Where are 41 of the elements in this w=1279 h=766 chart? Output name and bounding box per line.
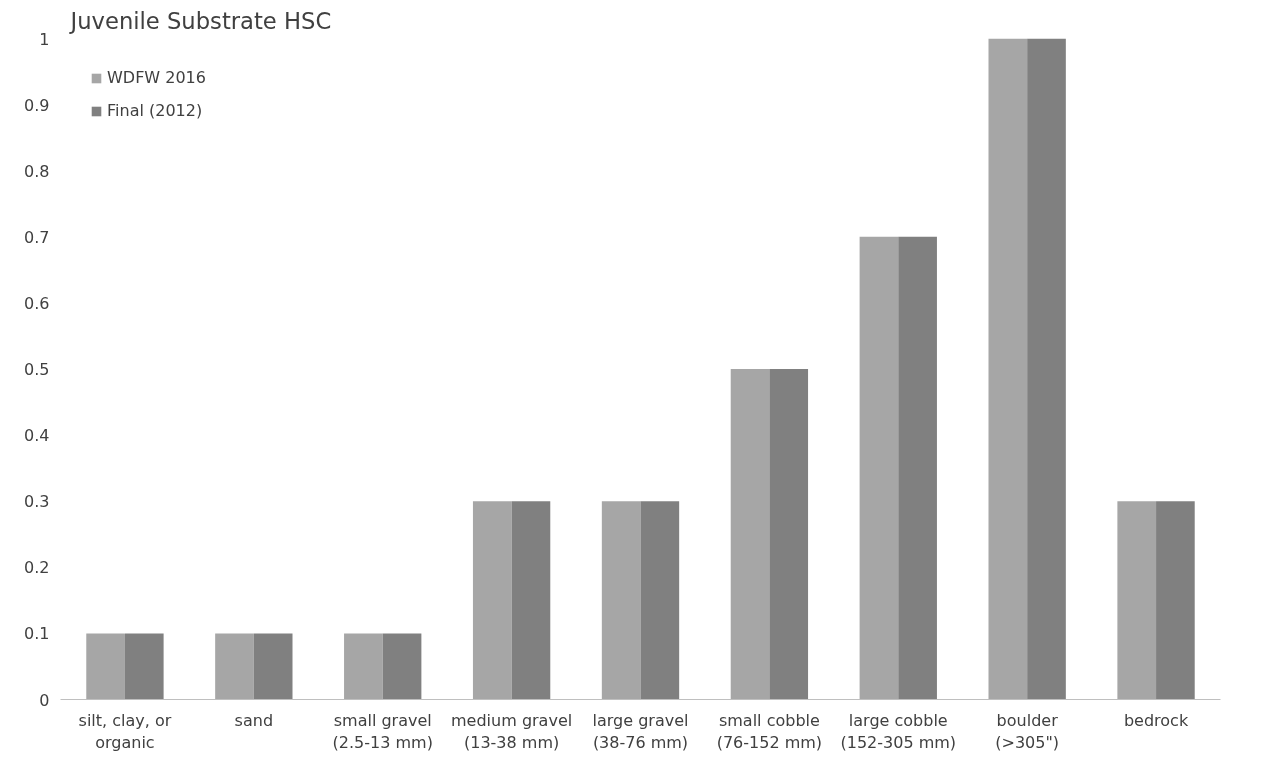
y-tick-label: 0.3 [24, 492, 50, 512]
y-tick-label: 0 [39, 690, 50, 710]
x-tick-label: small gravel (2.5-13 mm) [332, 710, 433, 753]
bar [382, 633, 422, 700]
x-tick-label: medium gravel (13-38 mm) [451, 710, 573, 753]
x-tick-label: small cobble (76-152 mm) [716, 710, 823, 753]
bar [601, 501, 641, 700]
bar [344, 633, 383, 700]
bar [1027, 38, 1066, 700]
legend-label: Final (2012) [107, 101, 203, 120]
bar [730, 369, 770, 700]
bar [1117, 501, 1157, 700]
y-tick-label: 0.8 [24, 161, 50, 181]
y-tick-label: 0.6 [24, 293, 50, 313]
x-tick-label: silt, clay, or organic [78, 710, 172, 753]
bar [86, 633, 125, 700]
bar [988, 38, 1028, 700]
y-tick-label: 1 [39, 29, 50, 49]
y-tick-label: 0.9 [24, 95, 50, 115]
y-tick-label: 0.2 [24, 558, 50, 578]
y-tick-label: 0.1 [24, 624, 50, 644]
bar [859, 236, 899, 700]
x-tick-label: large gravel (38-76 mm) [592, 710, 689, 753]
legend-label: WDFW 2016 [107, 68, 206, 87]
bar [769, 369, 809, 700]
y-tick-label: 0.4 [24, 426, 50, 446]
x-tick-label: bedrock [1123, 710, 1189, 730]
bar [215, 633, 254, 700]
bar [253, 633, 293, 700]
y-tick-label: 0.7 [24, 227, 50, 247]
x-tick-label: sand [234, 710, 274, 730]
bar [124, 633, 164, 700]
bar [1156, 501, 1195, 700]
y-tick-label: 0.5 [24, 360, 50, 379]
bar [640, 501, 680, 700]
bar [898, 236, 937, 700]
x-tick-label: boulder (>305") [995, 710, 1060, 753]
x-tick-label: large cobble (152-305 mm) [840, 710, 957, 753]
bar [472, 501, 512, 700]
chart-title: Juvenile Substrate HSC [68, 7, 332, 34]
bar [511, 501, 551, 700]
